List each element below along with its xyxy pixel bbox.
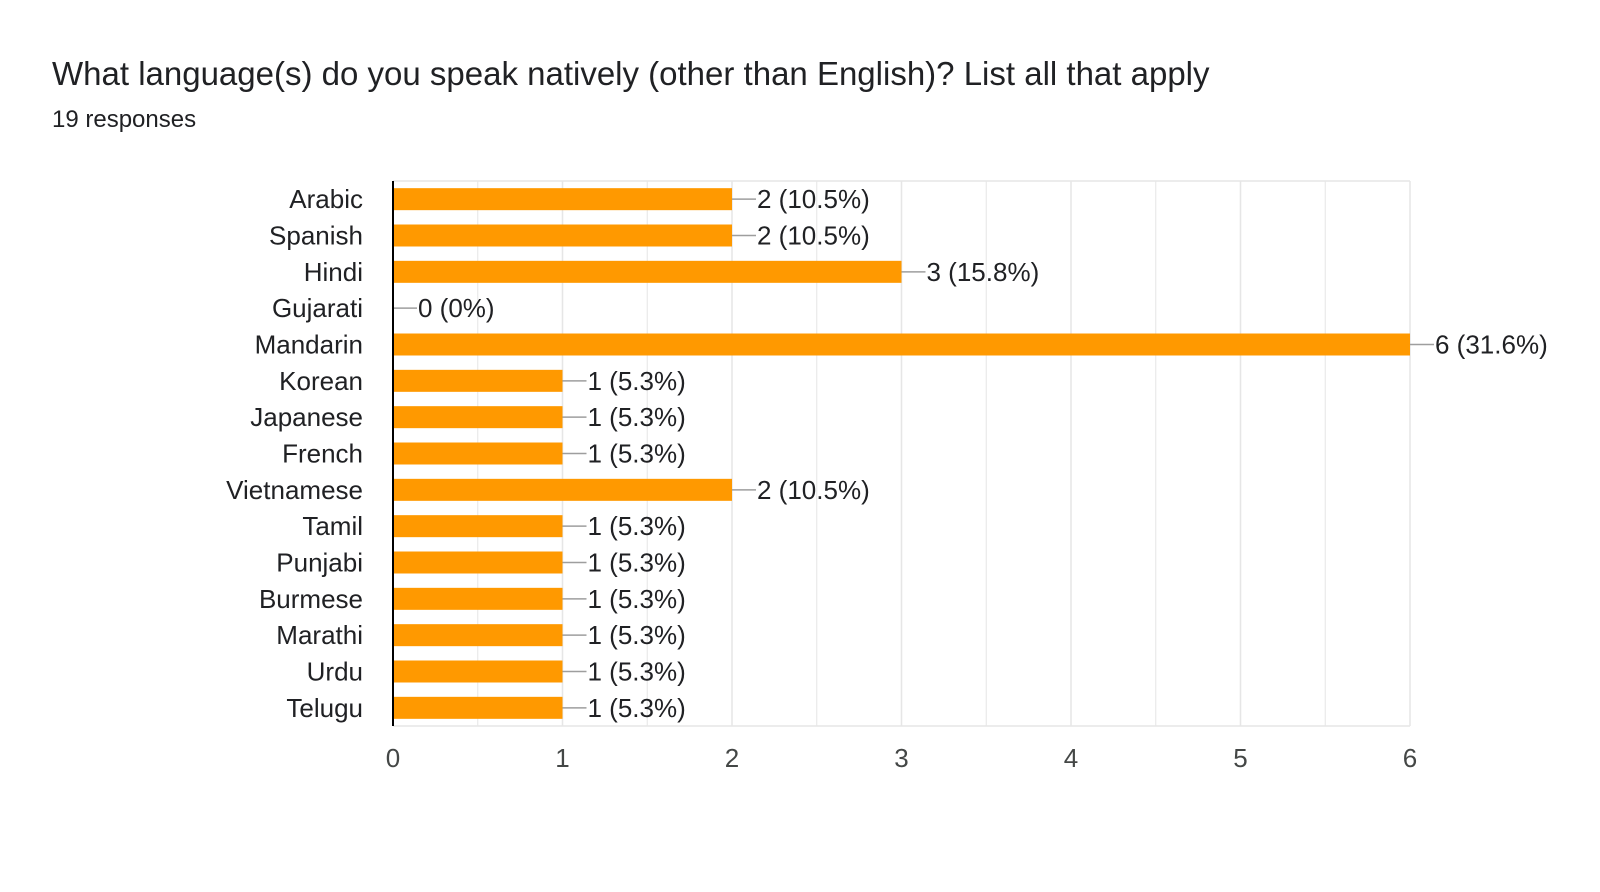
category-label: Korean [279, 366, 363, 396]
bar-korean [393, 369, 563, 392]
response-count: 19 responses [52, 106, 197, 133]
data-label: 1 (5.3%) [588, 620, 686, 650]
bar-vietnamese [393, 478, 732, 501]
bar-burmese [393, 587, 563, 610]
bar-hindi [393, 260, 902, 283]
data-label: 1 (5.3%) [588, 584, 686, 614]
bar-japanese [393, 406, 563, 429]
x-tick-label: 2 [725, 743, 739, 773]
bar-tamil [393, 515, 563, 538]
x-tick-label: 6 [1403, 743, 1417, 773]
data-label: 0 (0%) [418, 293, 495, 323]
bar-french [393, 442, 563, 465]
bars [393, 188, 1410, 719]
x-tick-label: 4 [1064, 743, 1078, 773]
category-label: Burmese [259, 584, 363, 614]
data-label: 1 (5.3%) [588, 657, 686, 687]
bar-mandarin [393, 333, 1410, 356]
data-label: 3 (15.8%) [927, 257, 1040, 287]
category-label: Tamil [302, 511, 363, 541]
category-label: Telugu [286, 693, 363, 723]
x-tick-label: 3 [894, 743, 908, 773]
labels: 2 (10.5%) Arabic 2 (10.5%) Spanish 3 (15.8%)… [226, 181, 1548, 773]
data-label: 1 (5.3%) [588, 439, 686, 469]
category-label: Gujarati [272, 293, 363, 323]
data-label: 1 (5.3%) [588, 366, 686, 396]
category-label: Vietnamese [226, 475, 363, 505]
category-label: French [282, 439, 363, 469]
bar-telugu [393, 696, 563, 719]
category-label: Marathi [276, 620, 363, 650]
category-label: Punjabi [276, 548, 363, 578]
category-label: Arabic [289, 184, 363, 214]
bar-marathi [393, 624, 563, 647]
question-title: What language(s) do you speak natively (… [52, 55, 1210, 92]
bar-punjabi [393, 551, 563, 574]
data-label: 1 (5.3%) [588, 402, 686, 432]
data-label: 1 (5.3%) [588, 693, 686, 723]
x-tick-label: 0 [386, 743, 400, 773]
category-label: Urdu [307, 657, 363, 687]
data-label: 2 (10.5%) [757, 184, 870, 214]
x-tick-label: 1 [555, 743, 569, 773]
bar-urdu [393, 660, 563, 683]
data-label: 2 (10.5%) [757, 475, 870, 505]
bar-spanish [393, 224, 732, 247]
category-label: Spanish [269, 221, 363, 251]
data-label: 2 (10.5%) [757, 221, 870, 251]
x-tick-label: 5 [1233, 743, 1247, 773]
bar-arabic [393, 188, 732, 211]
data-label: 6 (31.6%) [1435, 330, 1548, 360]
category-label: Mandarin [255, 330, 363, 360]
data-label: 1 (5.3%) [588, 511, 686, 541]
category-label: Hindi [304, 257, 363, 287]
category-label: Japanese [250, 402, 363, 432]
data-label: 1 (5.3%) [588, 548, 686, 578]
